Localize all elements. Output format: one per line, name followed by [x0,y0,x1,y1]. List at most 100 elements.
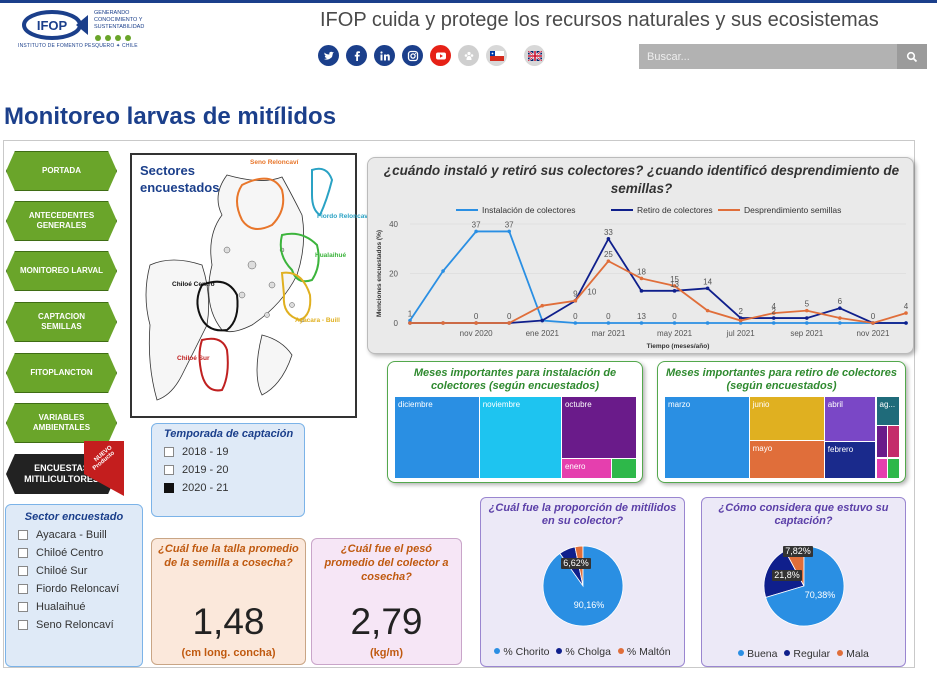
sector-option[interactable]: Chiloé Sur [18,565,142,577]
data-point[interactable] [639,321,644,325]
season-checkbox[interactable] [164,447,174,457]
sector-checkbox[interactable] [18,566,28,576]
data-point[interactable] [838,306,842,310]
data-point[interactable] [441,321,445,325]
treemap-cell[interactable]: enero [561,459,611,478]
data-point[interactable] [904,311,908,315]
instagram-icon[interactable] [402,45,423,66]
data-point[interactable] [871,321,875,325]
data-point[interactable] [805,316,809,320]
sector-checkbox[interactable] [18,530,28,540]
twitter-icon[interactable] [318,45,339,66]
uk-flag-icon[interactable] [524,45,545,66]
data-point[interactable] [771,311,776,315]
youtube-icon[interactable] [430,45,451,66]
data-point[interactable] [738,321,743,325]
series-line[interactable] [409,230,906,324]
data-point[interactable] [705,321,710,325]
data-point[interactable] [606,321,611,325]
treemap-cell[interactable] [611,459,636,478]
treemap-cell[interactable] [876,425,888,458]
data-point[interactable] [771,316,776,320]
treemap-cell[interactable]: mayo [749,440,824,478]
sector-option[interactable]: Chiloé Centro [18,547,142,559]
data-point[interactable] [705,308,710,313]
label-chiloe-sur: Chiloé Sur [177,355,210,362]
treemap-cell[interactable]: noviembre [479,397,561,478]
series-line[interactable] [410,237,906,324]
data-point[interactable] [606,237,611,241]
treemap-cell[interactable]: junio [749,397,824,440]
data-point[interactable] [672,284,677,288]
sector-option[interactable]: Hualaihué [18,601,142,613]
data-point[interactable] [672,289,677,293]
people-icon[interactable] [458,45,479,66]
sector-option[interactable]: Seno Reloncaví [18,619,142,631]
data-point[interactable] [540,303,545,308]
sector-checkbox[interactable] [18,584,28,594]
data-point[interactable] [540,318,545,323]
ifop-logo[interactable]: IFOP GENERANDO CONOCIMIENTO Y SUSTENTABI… [18,6,158,54]
legend-item[interactable]: Instalación de colectores [456,205,576,215]
data-point[interactable] [474,321,478,325]
treemap-cell[interactable]: octubre [561,397,636,459]
data-point[interactable] [805,321,809,325]
data-point[interactable] [672,321,677,325]
treemap-cell[interactable] [888,425,899,458]
nav-captacion-semillas[interactable]: CAPTACION SEMILLAS [6,302,117,342]
treemap-cell[interactable] [888,458,899,478]
sector-option-label: Ayacara - Buill [36,529,107,541]
data-point[interactable] [606,259,611,263]
data-point[interactable] [507,229,511,234]
nav-variables-ambientales[interactable]: VARIABLES AMBIENTALES [6,403,117,443]
sector-option[interactable]: Fiordo Reloncaví [18,583,142,595]
facebook-icon[interactable] [346,45,367,66]
season-checkbox[interactable] [164,483,174,493]
sector-checkbox[interactable] [18,620,28,630]
treemap-cell[interactable] [876,458,888,478]
nav-antecedentes[interactable]: ANTECEDENTES GENERALES [6,201,117,241]
treemap-cell[interactable]: ag... [876,397,899,425]
nav-monitoreo-larval[interactable]: MONITOREO LARVAL [6,251,117,291]
treemap-cell[interactable]: febrero [824,441,876,478]
data-point[interactable] [738,316,743,320]
treemap-cell[interactable]: marzo [665,397,749,478]
search-button[interactable] [897,44,927,69]
data-point[interactable] [838,321,842,325]
chile-flag-icon[interactable] [486,45,507,66]
data-point[interactable] [408,321,412,325]
pie-slice[interactable] [765,545,845,627]
pie-data-label: 7,82% [783,546,813,557]
series-line[interactable] [410,259,907,324]
sector-checkbox[interactable] [18,548,28,558]
season-option[interactable]: 2018 - 19 [164,446,304,458]
season-option[interactable]: 2020 - 21 [164,482,304,494]
treemap-cell[interactable]: diciembre [395,397,479,478]
data-point[interactable] [507,321,511,325]
legend-item[interactable]: Desprendimiento semillas [718,205,841,215]
linkedin-icon[interactable] [374,45,395,66]
data-point[interactable] [474,229,478,234]
data-point[interactable] [441,269,445,273]
data-point[interactable] [639,276,644,281]
data-point[interactable] [573,321,578,325]
data-point[interactable] [639,289,644,293]
season-option[interactable]: 2019 - 20 [164,464,304,476]
data-point[interactable] [771,321,776,325]
data-point[interactable] [838,316,842,320]
nav-portada[interactable]: PORTADA [6,151,117,191]
data-point[interactable] [408,318,412,323]
data-point[interactable] [904,321,908,325]
treemap-cell[interactable]: abril [824,397,876,441]
data-point[interactable] [705,286,710,291]
data-point[interactable] [573,298,578,303]
sector-option[interactable]: Ayacara - Buill [18,529,142,541]
search-input[interactable] [639,44,897,69]
season-checkbox[interactable] [164,465,174,475]
legend-item[interactable]: Retiro de colectores [611,205,713,215]
sector-checkbox[interactable] [18,602,28,612]
nav-fitoplancton[interactable]: FITOPLANCTON [6,353,117,393]
data-label: 4 [772,302,777,311]
data-point[interactable] [738,318,743,323]
data-point[interactable] [805,308,809,313]
